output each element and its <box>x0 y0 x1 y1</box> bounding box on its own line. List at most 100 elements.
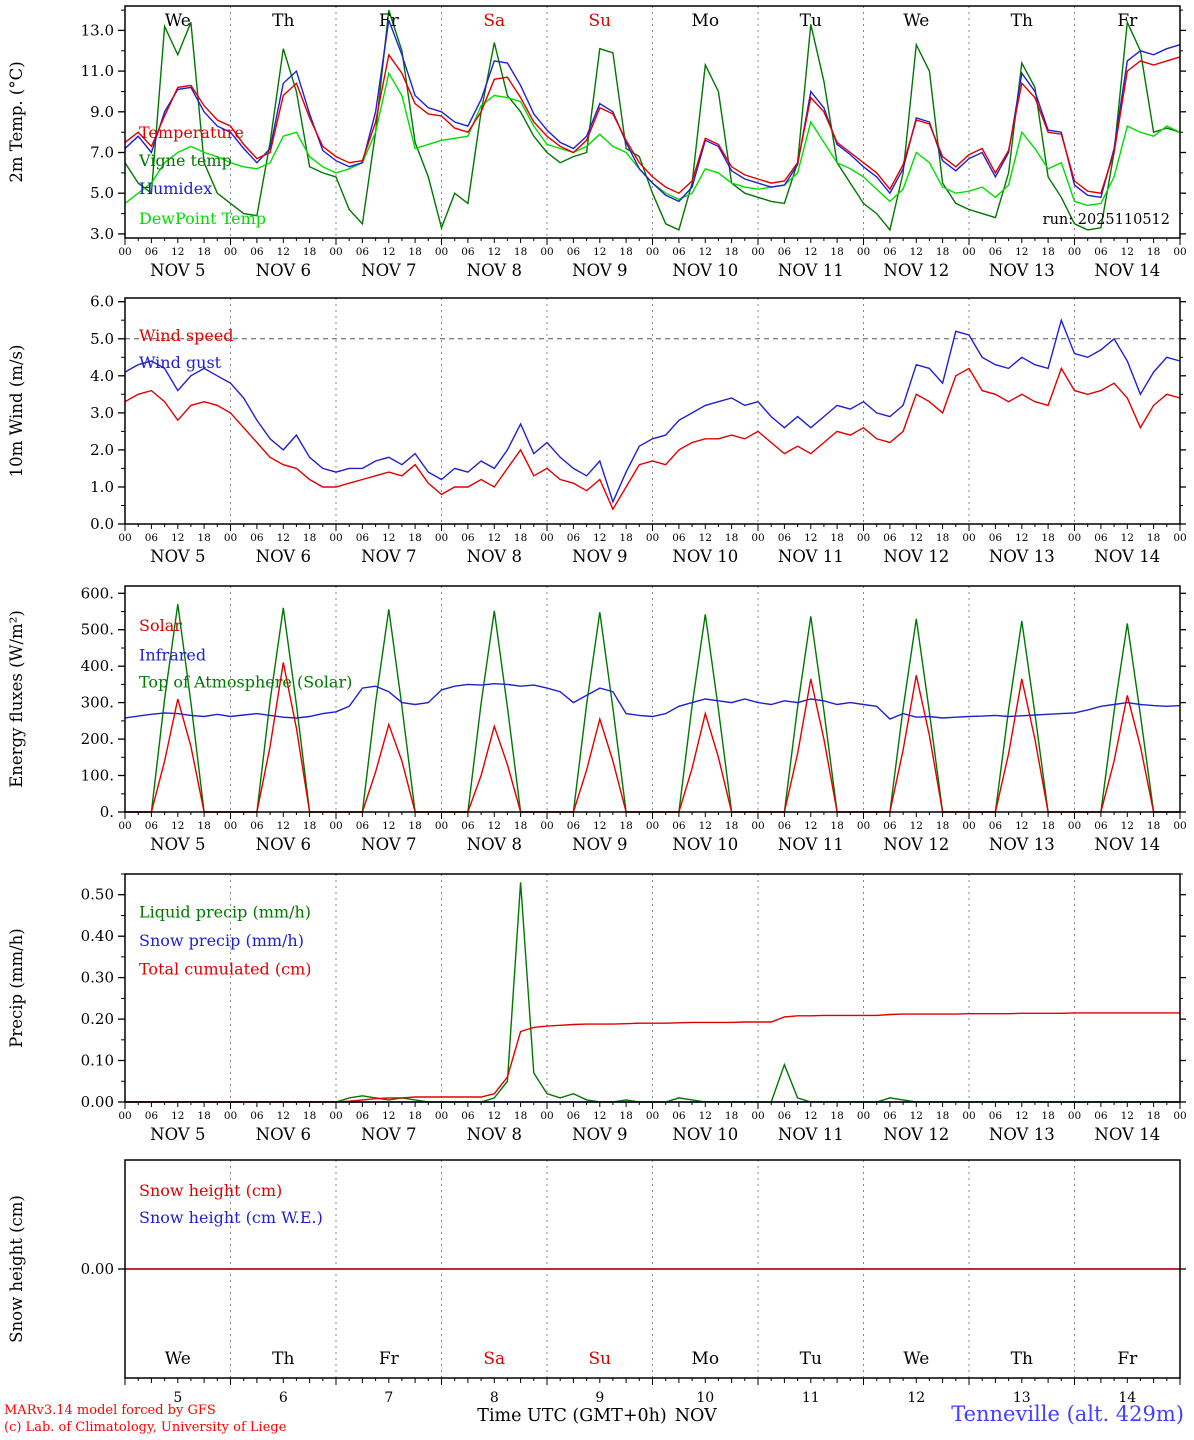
precip-panel: 0.00 0.10 0.20 0.30 0.40 0.50 00 06 12 18 00 06 12 18… <box>7 873 1187 1144</box>
hour-label: 12 <box>171 1110 184 1122</box>
hour-label: 18 <box>197 1110 210 1122</box>
hour-label: 06 <box>250 1110 264 1122</box>
hour-label: 06 <box>145 1110 159 1122</box>
hour-label: 12 <box>1121 1110 1134 1122</box>
day-name-label: Su <box>588 11 611 31</box>
date-label: NOV 8 <box>467 261 522 280</box>
y-tick-label: 6.0 <box>90 293 114 311</box>
hour-label: 12 <box>910 1110 923 1122</box>
date-label: NOV 10 <box>672 547 738 566</box>
hour-label: 18 <box>936 246 949 258</box>
date-label: NOV 14 <box>1094 1125 1160 1144</box>
y-axis-title: 10m Wind (m/s) <box>7 345 26 478</box>
date-label: NOV 13 <box>989 1125 1055 1144</box>
y-tick-label: 13.0 <box>81 21 114 39</box>
date-label: NOV 7 <box>361 547 416 566</box>
hour-label: 18 <box>1041 820 1054 832</box>
hour-label: 06 <box>778 246 792 258</box>
date-label: NOV 12 <box>883 835 949 854</box>
hour-label: 18 <box>514 1110 527 1122</box>
date-label: NOV 13 <box>989 547 1055 566</box>
temperature-panel: 3.0 5.0 7.0 9.0 11.0 13.0 00 06 12 18 00 06 12 18 00 06… <box>7 5 1187 280</box>
hour-label: 06 <box>356 246 370 258</box>
date-label: NOV 11 <box>778 261 844 280</box>
hour-label: 06 <box>883 820 897 832</box>
day-name-label: Fr <box>379 1349 400 1369</box>
energy-flux-panel: 0. 100. 200. 300. 400. 500. 600. 00 06 12 18 00 06 12… <box>7 584 1187 854</box>
y-tick-label: 9.0 <box>90 103 114 121</box>
hour-label: 00 <box>751 1110 764 1122</box>
hour-label: 12 <box>1015 532 1028 544</box>
hour-label: 18 <box>725 532 738 544</box>
hour-label: 00 <box>540 1110 553 1122</box>
hour-label: 00 <box>962 1110 975 1122</box>
legend-label: Humidex <box>139 179 212 198</box>
time-axis-label: Time UTC (GMT+0h) <box>477 1406 667 1426</box>
y-tick-label: 2.0 <box>90 441 114 459</box>
hour-label: 06 <box>778 1110 792 1122</box>
date-label: NOV 10 <box>672 261 738 280</box>
hour-label: 00 <box>224 1110 237 1122</box>
y-tick-label: 600. <box>81 584 114 602</box>
day-name-label: We <box>165 11 191 31</box>
hour-label: 18 <box>514 820 527 832</box>
legend-label: Snow precip (mm/h) <box>139 931 304 950</box>
month-label: NOV <box>674 1406 717 1426</box>
series-infrared <box>124 682 1181 720</box>
hour-label: 00 <box>751 246 764 258</box>
hour-label: 06 <box>461 532 475 544</box>
hour-label: 12 <box>1015 246 1028 258</box>
hour-label: 06 <box>1094 820 1108 832</box>
hour-label: 06 <box>989 532 1003 544</box>
date-number-label: 7 <box>384 1390 393 1406</box>
day-name-label: Th <box>1011 11 1033 31</box>
hour-label: 06 <box>567 532 581 544</box>
legend-label: Wind speed <box>139 326 234 345</box>
hour-label: 00 <box>1173 820 1186 832</box>
y-tick-label: 300. <box>81 694 114 712</box>
day-name-label: Sa <box>483 11 505 31</box>
hour-label: 18 <box>830 820 843 832</box>
date-label: NOV 8 <box>467 547 522 566</box>
hour-label: 06 <box>356 532 370 544</box>
y-tick-label: 0.30 <box>81 969 114 987</box>
y-tick-label: 1.0 <box>90 478 114 496</box>
hour-label: 12 <box>804 246 817 258</box>
model-credit-line1: MARv3.14 model forced by GFS <box>4 1403 216 1418</box>
hour-label: 18 <box>1147 246 1160 258</box>
date-number-label: 14 <box>1118 1390 1136 1406</box>
hour-label: 18 <box>197 246 210 258</box>
hour-label: 00 <box>857 820 870 832</box>
hour-label: 12 <box>1121 532 1134 544</box>
day-name-label: Mo <box>691 11 719 31</box>
hour-label: 06 <box>250 246 264 258</box>
date-label: NOV 5 <box>150 1125 205 1144</box>
y-tick-label: 0.10 <box>81 1052 114 1070</box>
y-tick-label: 0.00 <box>81 1093 114 1111</box>
hour-label: 12 <box>910 532 923 544</box>
hour-label: 18 <box>197 532 210 544</box>
y-axis-title: Precip (mm/h) <box>7 928 26 1047</box>
hour-label: 00 <box>540 532 553 544</box>
date-label: NOV 6 <box>256 261 311 280</box>
day-name-label: Fr <box>379 11 400 31</box>
date-label: NOV 14 <box>1094 261 1160 280</box>
day-name-label: Th <box>1011 1349 1033 1369</box>
hour-label: 18 <box>1041 1110 1054 1122</box>
hour-label: 12 <box>593 246 606 258</box>
date-label: NOV 10 <box>672 1125 738 1144</box>
y-tick-label: 0.40 <box>81 927 114 945</box>
legend-label: Top of Atmosphere (Solar) <box>139 673 352 692</box>
hour-label: 06 <box>250 820 264 832</box>
legend-label: Vigne temp <box>138 151 232 170</box>
hour-label: 18 <box>197 820 210 832</box>
hour-label: 12 <box>1121 246 1134 258</box>
hour-label: 12 <box>171 820 184 832</box>
date-label: NOV 6 <box>256 547 311 566</box>
hour-label: 00 <box>646 532 659 544</box>
date-number-label: 6 <box>279 1390 288 1406</box>
hour-label: 12 <box>171 532 184 544</box>
day-name-label: Tu <box>800 11 822 31</box>
hour-label: 00 <box>329 820 342 832</box>
hour-label: 18 <box>619 532 632 544</box>
